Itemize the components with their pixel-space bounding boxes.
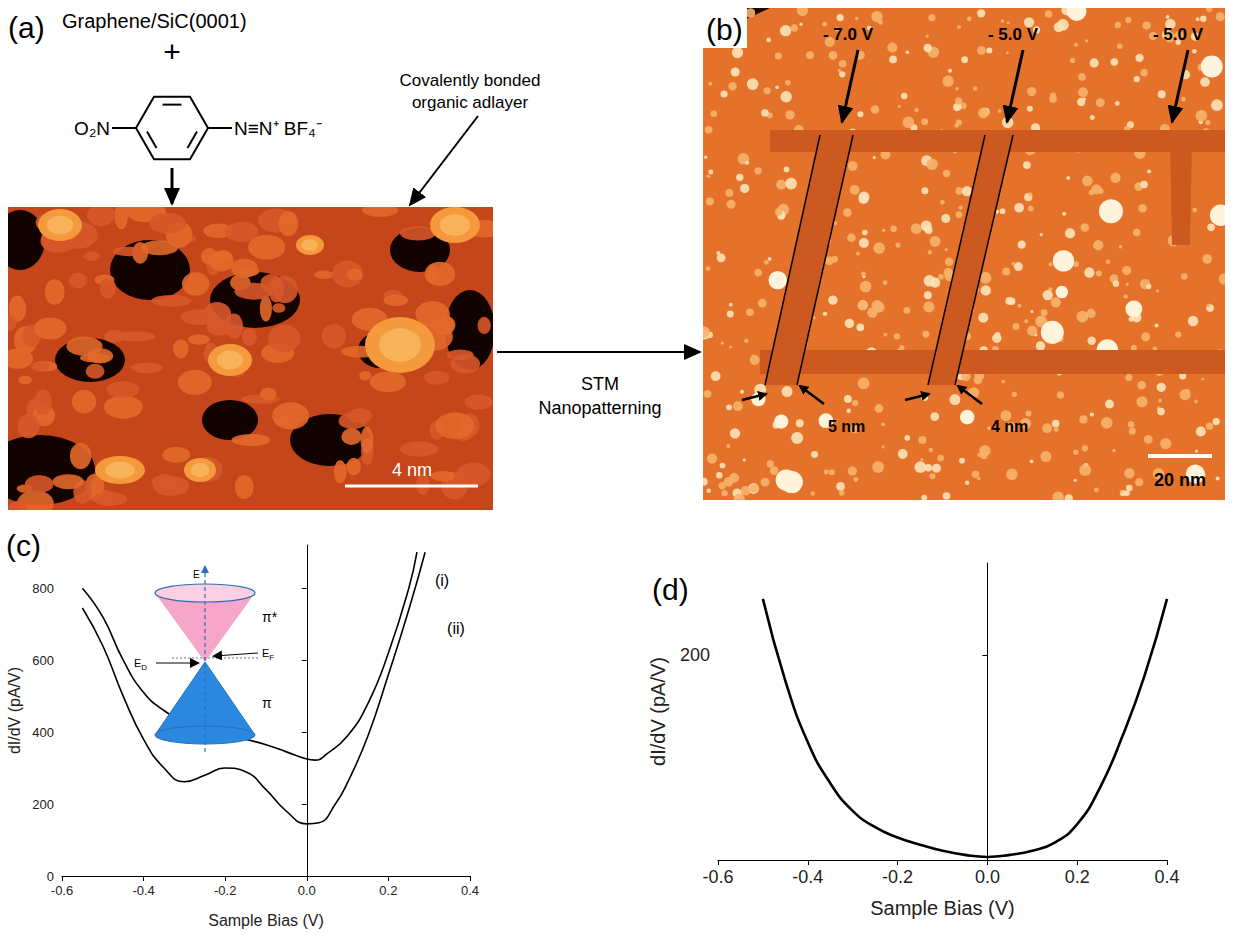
svg-text:-0.6: -0.6 xyxy=(51,883,73,898)
svg-text:EF: EF xyxy=(262,647,274,662)
svg-text:(ii): (ii) xyxy=(447,620,465,637)
svg-text:200: 200 xyxy=(680,645,710,665)
svg-text:-0.4: -0.4 xyxy=(792,867,823,887)
svg-text:organic adlayer: organic adlayer xyxy=(412,93,529,112)
svg-text:(i): (i) xyxy=(435,572,449,589)
svg-text:(a): (a) xyxy=(8,11,45,44)
svg-text:π*: π* xyxy=(262,609,278,625)
svg-text:Graphene/SiC(0001): Graphene/SiC(0001) xyxy=(62,10,247,32)
svg-text:(d): (d) xyxy=(652,573,689,606)
svg-text:ED: ED xyxy=(134,657,147,672)
svg-text:4 nm: 4 nm xyxy=(991,418,1028,435)
svg-text:0.4: 0.4 xyxy=(461,883,479,898)
svg-text:Covalently bonded: Covalently bonded xyxy=(400,71,541,90)
svg-text:0.2: 0.2 xyxy=(1065,867,1090,887)
svg-text:STM: STM xyxy=(581,374,619,394)
svg-text:dI/dV (pA/V): dI/dV (pA/V) xyxy=(647,657,669,766)
svg-text:- 5.0 V: - 5.0 V xyxy=(1153,25,1204,44)
svg-text:600: 600 xyxy=(32,653,54,668)
svg-text:E: E xyxy=(193,569,200,580)
svg-text:Sample Bias (V): Sample Bias (V) xyxy=(208,912,324,929)
svg-text:-0.6: -0.6 xyxy=(702,867,733,887)
svg-text:O₂N: O₂N xyxy=(74,118,110,139)
svg-text:+: + xyxy=(163,35,181,68)
svg-text:(c): (c) xyxy=(6,529,41,562)
svg-text:- 7.0 V: - 7.0 V xyxy=(823,25,874,44)
svg-text:0.2: 0.2 xyxy=(379,883,397,898)
svg-text:- 5.0 V: - 5.0 V xyxy=(988,25,1039,44)
svg-text:N≡N⁺ BF₄⁻: N≡N⁺ BF₄⁻ xyxy=(234,118,322,139)
svg-text:0.4: 0.4 xyxy=(1154,867,1179,887)
svg-text:0.0: 0.0 xyxy=(298,883,316,898)
svg-text:Nanopatterning: Nanopatterning xyxy=(538,398,661,418)
svg-text:Sample Bias (V): Sample Bias (V) xyxy=(870,897,1015,919)
svg-text:(b): (b) xyxy=(706,13,743,46)
svg-text:π: π xyxy=(262,695,272,711)
svg-text:-0.2: -0.2 xyxy=(214,883,236,898)
svg-text:0: 0 xyxy=(47,869,54,884)
svg-text:-0.4: -0.4 xyxy=(132,883,154,898)
svg-text:-0.2: -0.2 xyxy=(882,867,913,887)
svg-text:dI/dV (pA/V): dI/dV (pA/V) xyxy=(6,667,23,754)
svg-text:20 nm: 20 nm xyxy=(1154,470,1206,490)
svg-text:800: 800 xyxy=(32,581,54,596)
svg-text:4 nm: 4 nm xyxy=(392,460,432,480)
svg-text:200: 200 xyxy=(32,797,54,812)
svg-text:0.0: 0.0 xyxy=(975,867,1000,887)
svg-text:5 nm: 5 nm xyxy=(828,418,865,435)
svg-text:400: 400 xyxy=(32,725,54,740)
